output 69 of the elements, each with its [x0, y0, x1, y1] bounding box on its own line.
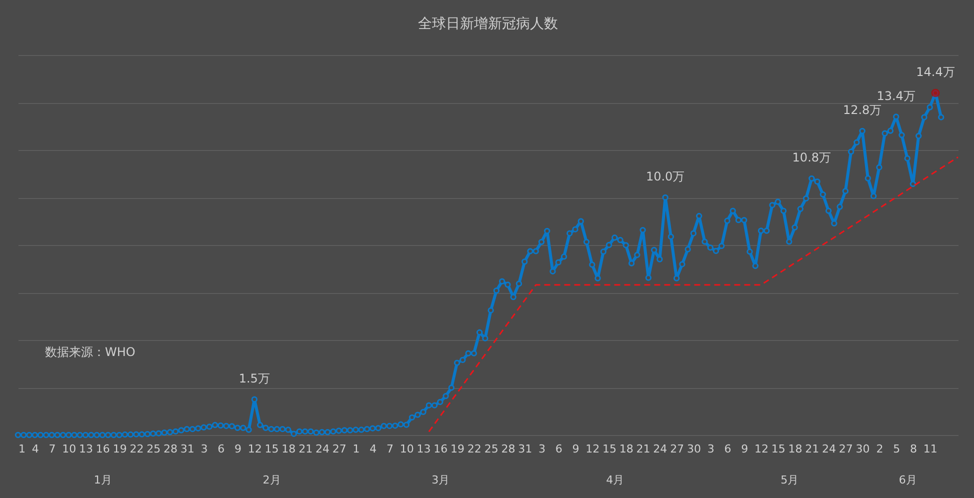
x-tick-label: 31: [518, 442, 532, 456]
x-tick-label: 12: [586, 442, 600, 456]
x-tick-label: 15: [771, 442, 786, 456]
data-label: 1.5万: [238, 371, 270, 386]
x-tick-label: 6: [555, 442, 562, 456]
x2-tick-label: 6月: [898, 474, 917, 486]
x-tick-label: 1: [18, 442, 26, 456]
x-tick-label: 28: [501, 442, 516, 456]
x-tick-label: 9: [234, 442, 242, 456]
x2-tick-label: 5月: [780, 474, 799, 486]
x-tick-label: 27: [838, 442, 853, 456]
x-tick-label: 1: [352, 442, 360, 456]
x-tick-label: 30: [686, 442, 701, 456]
data-label: 14.4万: [916, 65, 955, 79]
x-tick-label: 15: [264, 442, 279, 456]
x2-tick-label: 2月: [262, 474, 281, 486]
x-tick-label: 3: [538, 442, 546, 456]
chart-title: 全球日新增新冠病人数: [418, 16, 558, 32]
x-tick-label: 4: [32, 442, 39, 456]
x-tick-label: 18: [619, 442, 634, 456]
x-tick-label: 13: [416, 442, 431, 456]
x-tick-label: 5: [893, 442, 900, 456]
x-tick-label: 24: [653, 442, 668, 456]
x-tick-label: 3: [707, 442, 714, 456]
x-tick-label: 11: [923, 442, 938, 456]
x-tick-label: 7: [48, 442, 56, 456]
x-tick-label: 18: [788, 442, 802, 456]
x-tick-label: 24: [315, 442, 330, 456]
x-tick-label: 21: [636, 442, 650, 456]
x-tick-label: 22: [130, 442, 144, 456]
x-tick-label: 21: [805, 442, 820, 456]
x-tick-label: 2: [876, 442, 884, 456]
x-tick-label: 19: [450, 442, 465, 456]
data-label: 12.8万: [842, 103, 882, 117]
x-tick-label: 13: [79, 442, 94, 456]
x-tick-label: 22: [467, 442, 482, 456]
x-tick-label: 30: [856, 442, 870, 456]
x-tick-label: 28: [163, 442, 178, 456]
x-tick-label: 25: [146, 442, 161, 456]
x-tick-label: 10: [62, 442, 76, 456]
x-tick-label: 25: [484, 442, 498, 456]
x-tick-label: 8: [910, 442, 917, 456]
x-tick-label: 27: [670, 442, 684, 456]
x-tick-label: 4: [370, 442, 377, 456]
x-tick-label: 21: [298, 442, 313, 456]
x-tick-label: 24: [822, 442, 836, 456]
x2-tick-label: 1月: [94, 474, 112, 486]
x-tick-label: 19: [112, 442, 127, 456]
x-tick-label: 12: [754, 442, 768, 456]
x-tick-label: 18: [282, 442, 296, 456]
x-tick-label: 27: [332, 442, 346, 456]
x-tick-label: 6: [218, 442, 225, 456]
x-tick-label: 12: [248, 442, 262, 456]
x-tick-label: 16: [96, 442, 110, 456]
x-tick-label: 3: [200, 442, 208, 456]
x2-tick-label: 3月: [432, 474, 450, 486]
x-tick-label: 16: [434, 442, 448, 456]
annotation: 数据来源：WHO: [45, 345, 136, 359]
x2-tick-label: 4月: [606, 474, 624, 486]
x-tick-label: 31: [180, 442, 194, 456]
x-tick-label: 9: [741, 442, 748, 456]
data-label: 10.0万: [646, 170, 685, 184]
x-tick-label: 9: [572, 442, 580, 456]
x-tick-label: 6: [724, 442, 732, 456]
data-label: 10.8万: [792, 150, 832, 164]
x-tick-label: 7: [386, 442, 394, 456]
data-label: 13.4万: [876, 88, 916, 103]
x-tick-label: 15: [602, 442, 617, 456]
x-tick-label: 10: [400, 442, 414, 456]
